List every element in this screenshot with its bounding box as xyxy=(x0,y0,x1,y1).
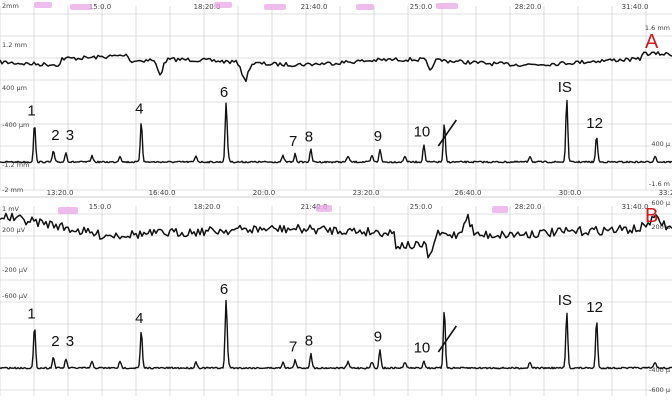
highlight-mark xyxy=(264,4,286,10)
unit-label-right: 200 µ xyxy=(651,223,670,231)
highlight-mark xyxy=(70,4,92,10)
peak-label-6: 6 xyxy=(220,84,228,101)
top-tick-label: 31:40.0 xyxy=(622,203,649,211)
peak-label-9: 9 xyxy=(374,128,382,145)
peak-label-1: 1 xyxy=(27,103,35,120)
panel-letter: B xyxy=(645,205,658,227)
top-tick-label: 21:40.0 xyxy=(301,203,328,211)
peak-label-8: 8 xyxy=(305,129,313,146)
panel-letter: A xyxy=(645,31,659,53)
peak-label-12: 12 xyxy=(586,299,603,316)
peak-label-12: 12 xyxy=(586,115,603,132)
peak-label-7: 7 xyxy=(289,133,297,150)
unit-label-left: 200 µV xyxy=(2,226,26,234)
panel-b: 15:0.0 18:20.0 21:40.0 25:0.0 28:20.0 31:40.0… xyxy=(0,199,672,396)
top-tick-label: 18:20.0 xyxy=(194,3,221,11)
peak-label-6: 6 xyxy=(220,281,228,298)
unit-label-right: -400 µ xyxy=(649,366,670,374)
bottom-tick-label: 23:20.0 xyxy=(353,189,380,197)
top-tick-label: 25:0.0 xyxy=(410,203,432,211)
slash-mark xyxy=(437,119,457,147)
top-tick-label: 28:20.0 xyxy=(515,3,542,11)
top-tick-label: 25:0.0 xyxy=(410,3,432,11)
peak-label-7: 7 xyxy=(289,339,297,356)
bottom-tick-label: 33:20.0 xyxy=(659,189,672,197)
peak-label-2: 2 xyxy=(51,127,59,144)
unit-label-left: -600 µV xyxy=(2,292,28,300)
peak-label-4: 4 xyxy=(135,310,143,327)
peak-label-is: IS xyxy=(558,292,572,309)
peak-label-10: 10 xyxy=(414,124,431,141)
peak-label-10: 10 xyxy=(414,340,431,357)
peak-trace xyxy=(0,299,672,370)
peak-label-3: 3 xyxy=(66,333,74,350)
bottom-tick-label: 26:40.0 xyxy=(455,189,482,197)
highlight-mark xyxy=(492,206,508,213)
unit-label-right: 400 µ xyxy=(651,140,670,148)
highlight-mark xyxy=(34,2,52,8)
unit-label-left: -1.2 mm xyxy=(2,161,29,169)
unit-label-right: -600 µ xyxy=(649,386,670,394)
unit-label-left: -200 µV xyxy=(2,266,28,274)
bottom-tick-label: 13:20.0 xyxy=(47,189,74,197)
top-tick-label: 21:40.0 xyxy=(301,3,328,11)
peak-label-is: IS xyxy=(558,79,572,96)
peak-label-4: 4 xyxy=(135,101,143,118)
panel-a: 15:0.0 18:20.0 21:40.0 25:0.0 28:20.0 31:40.0… xyxy=(0,2,672,197)
bottom-tick-label: 20:0.0 xyxy=(253,189,275,197)
highlight-mark xyxy=(436,3,458,9)
highlight-mark xyxy=(214,2,232,8)
unit-label-left: 400 µm xyxy=(2,84,27,92)
upper-trace xyxy=(0,212,672,259)
unit-label-right: 1.6 mm xyxy=(645,24,670,32)
unit-label-left: 1 mV xyxy=(2,205,20,213)
upper-trace xyxy=(0,51,672,83)
slash-mark xyxy=(437,325,457,353)
highlight-mark xyxy=(356,4,374,10)
unit-label-left: 2mm xyxy=(2,2,19,10)
highlight-mark xyxy=(58,207,78,214)
top-tick-label: 31:40.0 xyxy=(622,3,649,11)
bottom-tick-label: 16:40.0 xyxy=(149,189,176,197)
peak-label-9: 9 xyxy=(374,329,382,346)
grid xyxy=(0,6,672,191)
unit-label-left: -400 µm xyxy=(2,121,29,129)
peak-label-3: 3 xyxy=(66,127,74,144)
unit-label-left: -2 mm xyxy=(2,186,23,194)
unit-label-right: -1.6 m xyxy=(649,180,670,188)
peak-label-2: 2 xyxy=(51,333,59,350)
peak-label-8: 8 xyxy=(305,332,313,349)
unit-label-right: 600 µ xyxy=(651,199,670,207)
bottom-tick-label: 30:0.0 xyxy=(559,189,581,197)
peak-label-1: 1 xyxy=(27,306,35,323)
top-tick-label: 28:20.0 xyxy=(515,203,542,211)
top-tick-label: 15:0.0 xyxy=(89,3,111,11)
top-tick-label: 18:20.0 xyxy=(194,203,221,211)
highlight-mark xyxy=(316,205,332,212)
top-tick-label: 15:0.0 xyxy=(89,203,111,211)
peak-trace xyxy=(0,99,672,164)
unit-label-left: 1.2 mm xyxy=(2,41,27,49)
